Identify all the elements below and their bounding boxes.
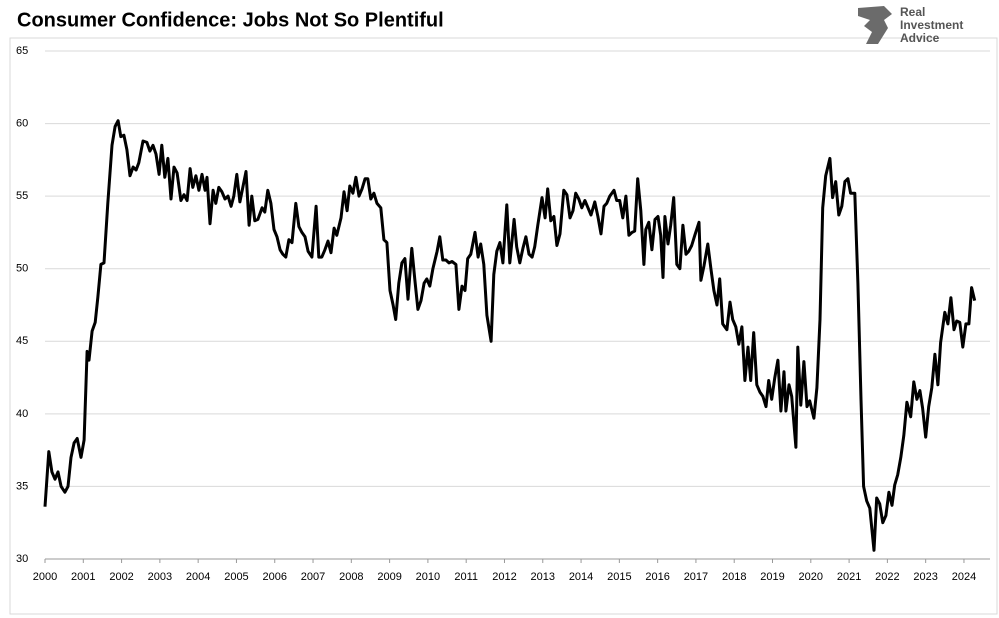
x-tick-label: 2001 [71,571,95,583]
x-tick-label: 2006 [262,571,286,583]
x-tick-label: 2015 [607,571,631,583]
x-tick-label: 2021 [837,571,861,583]
chart-border [9,37,998,615]
y-tick-label: 65 [16,45,28,57]
y-tick-label: 30 [16,553,28,565]
x-tick-label: 2011 [454,571,478,583]
x-tick-label: 2008 [339,571,363,583]
series-line [43,119,977,552]
x-tick-label: 2022 [875,571,899,583]
x-tick-label: 2007 [301,571,325,583]
x-tick-label: 2018 [722,571,746,583]
chart-title: Consumer Confidence: Jobs Not So Plentif… [17,9,444,31]
y-tick-label: 35 [16,480,28,492]
y-tick-label: 40 [16,408,28,420]
y-tick-label: 60 [16,117,28,129]
x-tick-label: 2017 [684,571,708,583]
x-tick-label: 2019 [760,571,784,583]
x-tick-label: 2016 [645,571,669,583]
y-tick-label: 45 [16,335,28,347]
x-tick-label: 2003 [148,571,172,583]
y-tick-label: 50 [16,263,28,275]
x-tick-label: 2000 [33,571,57,583]
y-tick-label: 55 [16,190,28,202]
logo-text: Advice [900,31,940,45]
x-tick-label: 2014 [569,571,593,583]
x-tick-label: 2005 [224,571,248,583]
x-tick-label: 2004 [186,571,210,583]
logo-text: Investment [900,18,963,32]
x-tick-label: 2013 [531,571,555,583]
x-tick-label: 2012 [492,571,516,583]
x-tick-label: 2023 [913,571,937,583]
x-tick-label: 2009 [377,571,401,583]
logo-icon [858,6,892,44]
x-tick-label: 2010 [416,571,440,583]
x-tick-label: 2002 [109,571,133,583]
logo: Real Investment Advice [858,5,963,45]
x-tick-label: 2020 [799,571,823,583]
x-tick-label: 2024 [952,571,976,583]
logo-text: Real [900,5,925,19]
